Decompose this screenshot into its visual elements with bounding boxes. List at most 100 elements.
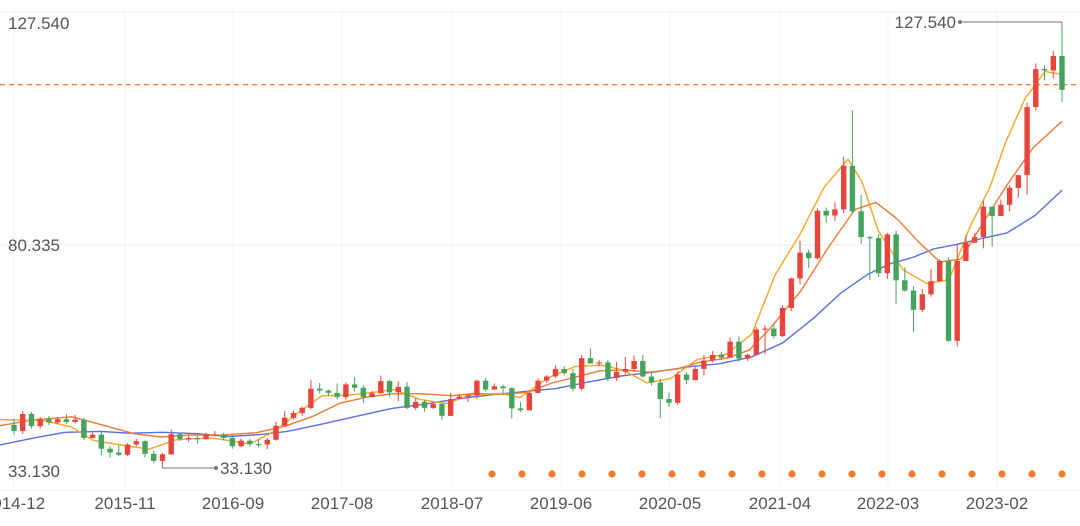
candle-body [998, 204, 1004, 216]
event-marker-dot [518, 470, 526, 478]
candle-body [989, 206, 995, 216]
candle-body [474, 380, 480, 396]
candle [500, 384, 506, 396]
candle [151, 450, 157, 464]
candle-body [867, 237, 873, 239]
candle-body [875, 238, 882, 274]
candle [378, 375, 384, 394]
candle [858, 194, 864, 244]
candle [20, 411, 26, 434]
candle [622, 356, 628, 375]
max-value-label: 127.540 [895, 13, 956, 32]
candle [675, 371, 681, 406]
candle [736, 336, 742, 362]
candle-body [727, 341, 733, 358]
candle [954, 244, 960, 347]
candle [1024, 102, 1030, 195]
candle-body [186, 437, 192, 440]
candle [282, 411, 288, 427]
x-tick-label: 2021-04 [749, 494, 811, 513]
candle [998, 199, 1004, 216]
candle-body [963, 242, 969, 261]
candle [806, 249, 812, 269]
candle-body [648, 376, 655, 383]
candle-body [1059, 56, 1065, 90]
x-tick-label: 2019-06 [530, 494, 592, 513]
event-marker-dot [818, 470, 826, 478]
event-marker-dot [668, 470, 676, 478]
candle [544, 375, 550, 384]
event-marker-dot [728, 470, 736, 478]
max-leader-dot [958, 20, 962, 24]
event-marker-dot [548, 470, 556, 478]
candle-body [124, 444, 131, 455]
candle-body [552, 368, 559, 377]
candle-body [893, 234, 899, 281]
candle [351, 376, 358, 392]
candle-body [430, 404, 436, 408]
candle-body [884, 234, 890, 274]
candle [482, 378, 489, 392]
candle-body [308, 388, 314, 408]
candle-body [509, 388, 515, 409]
candle [430, 402, 436, 409]
candle-body [945, 261, 952, 341]
event-marker-dot [698, 470, 706, 478]
candle-body [89, 434, 96, 438]
candle-body [203, 434, 209, 440]
candle-body [526, 392, 532, 411]
candle-body [902, 280, 908, 291]
candle [867, 236, 873, 281]
candle-body [46, 418, 52, 423]
candle-body [369, 393, 375, 398]
candle-body [1024, 107, 1030, 176]
candle [640, 355, 646, 378]
candle-body [710, 354, 716, 361]
candle-body [675, 374, 681, 403]
candle-body [133, 441, 139, 445]
candle [63, 413, 70, 424]
candle [648, 372, 655, 386]
event-marker-dot [758, 470, 766, 478]
candle-body [561, 368, 567, 374]
candle-body [718, 354, 725, 358]
candle [701, 354, 707, 376]
candle [124, 443, 131, 457]
candle [1041, 65, 1048, 81]
candle-body [640, 361, 646, 377]
candle-body [849, 165, 856, 212]
candle [212, 430, 218, 437]
candle [386, 379, 393, 397]
candle [28, 412, 35, 429]
candle [788, 277, 794, 312]
candle [535, 378, 541, 394]
candle-body [788, 278, 794, 308]
candle-body [806, 252, 812, 259]
event-markers [488, 470, 1066, 478]
y-tick-mid: 80.335 [8, 236, 60, 255]
candle-body [325, 390, 332, 393]
candle-body [910, 290, 917, 310]
candle-body [544, 376, 550, 381]
candle-body [1041, 69, 1048, 71]
candle-body [972, 237, 978, 243]
candle [605, 360, 611, 382]
candle [1015, 174, 1021, 198]
event-marker-dot [878, 470, 886, 478]
candle [928, 269, 934, 297]
candle-body [456, 396, 463, 399]
candle [989, 206, 995, 247]
candle [509, 387, 515, 419]
candle [325, 389, 332, 397]
candle [814, 208, 821, 260]
candle [587, 348, 594, 364]
y-tick-bottom: 33.130 [8, 462, 60, 481]
event-marker-dot [908, 470, 916, 478]
candle [945, 257, 952, 342]
candle [55, 416, 61, 425]
candle-body [421, 401, 428, 408]
candle-body [194, 437, 201, 440]
candle-body [587, 358, 594, 364]
